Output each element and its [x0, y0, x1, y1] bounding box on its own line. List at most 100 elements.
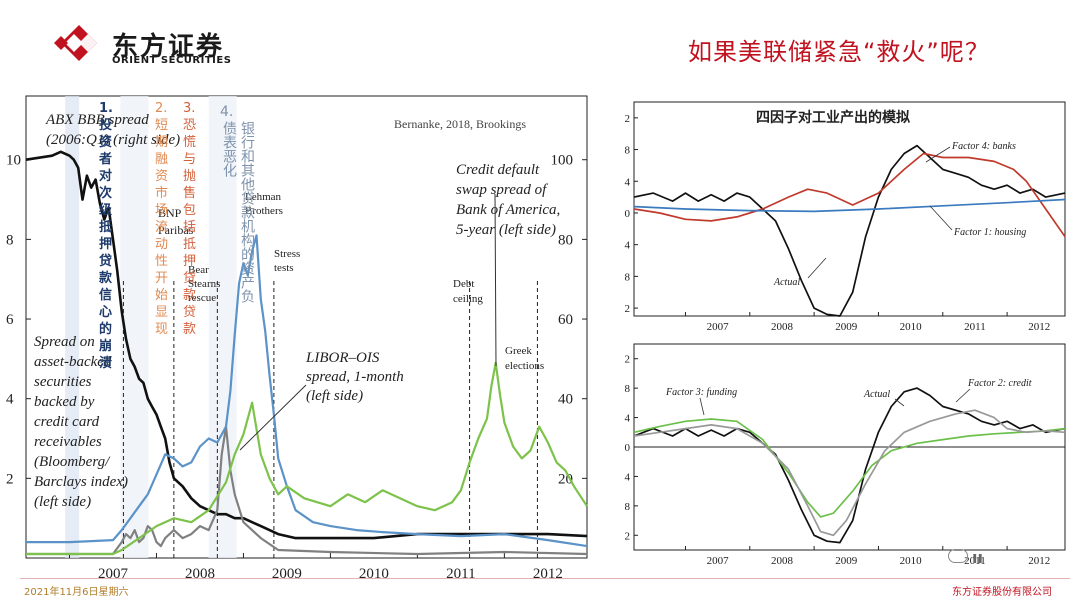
annotation-cds-line-3: 5-year (left side)	[456, 222, 556, 238]
source-citation: Bernanke, 2018, Brookings	[394, 117, 526, 131]
bottom-chart-pointer-2	[955, 388, 971, 403]
bottom-chart-annotation-1: Actual	[863, 389, 890, 400]
bottom-chart-pointer-1	[894, 398, 905, 407]
top-chart-xtick-2008: 2008	[771, 321, 794, 333]
annotation-abs-line-5: receivables	[34, 434, 102, 450]
event-3-number: 3.	[183, 101, 196, 116]
annotation-stress-line-0: Stress	[274, 248, 300, 260]
annotation-abs-line-6: (Bloomberg/	[34, 454, 111, 470]
y-left-tick-2: 2	[6, 471, 14, 487]
top-chart-pointer-0	[925, 146, 951, 163]
logo-name-cn: 东方证券	[112, 32, 225, 62]
logo-name-en: ORIENT SECURITIES	[112, 55, 232, 66]
annotation-bear-line-1: Stearns	[188, 278, 220, 290]
annotation-lehman-line-0: Lehman	[245, 191, 282, 203]
event-2-label: 2. 短期融资市场流动性开始显现	[155, 100, 170, 338]
event-1-number: 1.	[99, 101, 113, 116]
annotation-stress-line-1: tests	[274, 262, 294, 274]
top-chart-annotation-1: Factor 1: housing	[953, 227, 1026, 238]
bottom-chart-xtick-2012: 2012	[1028, 555, 1050, 567]
x-tick-2011: 2011	[446, 566, 475, 582]
event-4-number: 4.	[220, 104, 234, 120]
main-plot-frame	[25, 95, 588, 559]
y-left-tick-4: 4	[6, 392, 14, 408]
top-chart-annotation-0: Factor 4: banks	[951, 141, 1016, 152]
bottom-chart-ytick-3: 0	[625, 442, 631, 454]
annotation-greek-line-0: Greek	[505, 345, 532, 357]
event-3-text: 恐慌与抛售包括抵押贷款贷款	[183, 118, 197, 337]
y-right-tick-80: 80	[558, 232, 573, 248]
event-4-text: 银行和其他贷款机构的资产负债表恶化	[221, 121, 255, 303]
bottom-chart-ytick-4: 4	[625, 413, 631, 425]
watermark-text: ıı	[972, 548, 983, 567]
bottom-chart-series-1	[633, 418, 1066, 518]
libor-pointer-line	[239, 384, 307, 451]
top-chart-ytick-6: 2	[625, 113, 631, 125]
top-chart-xtick-2010: 2010	[900, 321, 923, 333]
annotation-cds-line-0: Credit default	[456, 162, 540, 178]
event-4-label: 4. 银行和其他贷款机构的资产负债表恶化	[220, 104, 256, 309]
footer-date: 2021年11月6日星期六	[24, 587, 129, 598]
y-right-tick-40: 40	[558, 392, 573, 408]
annotation-libor-line-2: (left side)	[306, 388, 363, 404]
top-chart-xtick-2012: 2012	[1028, 321, 1050, 333]
y-left-tick-10: 10	[6, 153, 21, 169]
top-chart-ytick-2: 4	[625, 240, 631, 252]
y-left-tick-8: 8	[6, 232, 14, 248]
main-chart: 2 4 6 8 10 20 40 60 80 100 2007 2008 2009 2010 2011 201…	[0, 90, 600, 590]
annotation-abs-line-2: securities	[34, 374, 92, 390]
annotation-abx-line-0: ABX BBB spread	[45, 112, 149, 128]
top-chart-ytick-4: 4	[625, 176, 631, 188]
bottom-chart-ytick-6: 2	[625, 354, 631, 366]
annotation-abs-line-0: Spread on	[34, 334, 95, 350]
sim-chart-top-svg: 2 8 4 0 4 8 2 2007 2008 2009 2010 2011 2012 四因子对工业产出的…	[625, 101, 1066, 333]
sim-chart-bottom: 2 8 4 0 4 8 2 2007 2008 2009 2010 2011 2012 Factor 3:…	[608, 340, 1074, 570]
bottom-chart-annotation-2: Factor 2: credit	[967, 378, 1032, 389]
annotation-abs-line-3: backed by	[34, 394, 95, 410]
annotation-libor-line-1: spread, 1-month	[306, 369, 404, 385]
top-chart-xtick-2009: 2009	[835, 321, 858, 333]
top-chart-xtick-2007: 2007	[707, 321, 730, 333]
top-chart-pointer-2	[807, 257, 827, 279]
annotation-abs-line-4: credit card	[34, 414, 100, 430]
y-right-tick-60: 60	[558, 312, 573, 328]
annotation-abs-line-1: asset-backed	[34, 354, 112, 370]
y-left-tick-6: 6	[6, 312, 14, 328]
annotation-libor-line-0: LIBOR–OIS	[305, 350, 380, 366]
top-chart-series-0	[633, 144, 1066, 317]
footer-company: 东方证券股份有限公司	[952, 587, 1052, 598]
x-tick-2007: 2007	[98, 566, 129, 582]
bottom-chart-xtick-2008: 2008	[771, 555, 794, 567]
y-right-tick-100: 100	[551, 153, 574, 169]
bottom-chart-xtick-2007: 2007	[707, 555, 730, 567]
bottom-chart-ytick-0: 2	[625, 530, 631, 542]
x-tick-2009: 2009	[272, 566, 302, 582]
annotation-bnp-line-0: BNP	[158, 206, 182, 220]
bottom-chart-xtick-2010: 2010	[900, 555, 923, 567]
sim-chart-bottom-svg: 2 8 4 0 4 8 2 2007 2008 2009 2010 2011 2012 Factor 3:…	[625, 343, 1066, 567]
x-tick-2012: 2012	[533, 566, 563, 582]
footer-divider	[20, 578, 1070, 579]
annotation-greek-line-1: elections	[505, 360, 544, 372]
x-tick-2008: 2008	[185, 566, 215, 582]
series-line-0	[25, 150, 588, 540]
top-chart-ytick-1: 8	[625, 271, 631, 283]
slide-title: 如果美联储紧急“救火”呢？	[688, 38, 990, 66]
watermark-mark: ıı	[948, 548, 983, 568]
top-chart-series-2	[633, 198, 1066, 213]
top-chart-annotation-2: Actual	[773, 277, 800, 288]
bottom-chart-annotation-0: Factor 3: funding	[665, 387, 737, 398]
bottom-chart-pointer-0	[699, 397, 705, 416]
annotation-cds-line-1: swap spread of	[456, 182, 548, 198]
annotation-debt-line-1: ceiling	[453, 293, 483, 305]
bottom-chart-xtick-2009: 2009	[835, 555, 858, 567]
event-3-label: 3. 恐慌与抛售包括抵押贷款贷款	[183, 100, 198, 338]
top-chart-pointer-1	[929, 205, 953, 231]
top-chart-ytick-5: 8	[625, 145, 631, 157]
event-1-text: 投资者对次级抵押贷款信心的崩溃	[99, 118, 113, 371]
top-chart-title: 四因子对工业产出的模拟	[756, 109, 910, 126]
annotation-bear-line-0: Bear	[188, 264, 209, 276]
series-line-1	[26, 425, 588, 556]
annotation-abx-line-1: (2006:Q1) (right side)	[46, 132, 180, 148]
